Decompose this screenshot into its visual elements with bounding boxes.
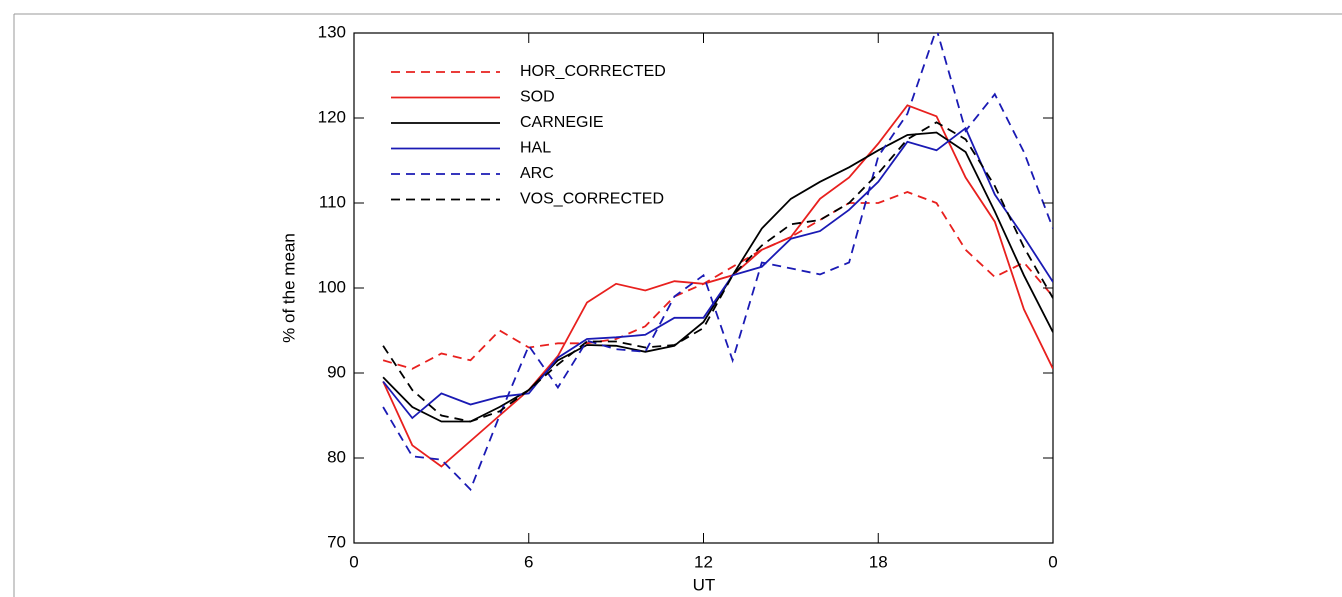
series-line	[382, 121, 1053, 423]
legend-label: HOR_CORRECTED	[520, 63, 666, 80]
series-line	[382, 33, 1053, 492]
legend-label: VOS_CORRECTED	[520, 191, 664, 208]
y-tick-label: 110	[319, 192, 346, 211]
x-tick-label: 12	[694, 552, 713, 571]
plot-lines	[382, 33, 1053, 492]
series-line	[382, 191, 1053, 370]
legend-label: ARC	[520, 165, 554, 182]
series-line	[382, 126, 1053, 420]
series-line	[382, 131, 1053, 423]
x-tick-label: 0	[349, 552, 358, 571]
x-tick-label: 6	[524, 552, 533, 571]
plot-frame	[353, 32, 1054, 544]
y-tick-label: 80	[327, 447, 346, 466]
y-axis-label: % of the mean	[279, 233, 298, 343]
y-tick-label: 100	[318, 277, 346, 296]
legend-label: SOD	[520, 89, 555, 106]
y-tick-label: 70	[327, 532, 346, 551]
y-tick-label: 130	[318, 22, 346, 41]
legend-label: CARNEGIE	[520, 114, 604, 131]
legend-label: HAL	[520, 140, 551, 157]
series-line	[382, 104, 1053, 468]
y-tick-label: 120	[318, 107, 346, 126]
x-axis-label: UT	[693, 575, 716, 594]
y-tick-label: 90	[327, 362, 346, 381]
x-tick-label: 0	[1048, 552, 1057, 571]
x-tick-label: 18	[869, 552, 888, 571]
